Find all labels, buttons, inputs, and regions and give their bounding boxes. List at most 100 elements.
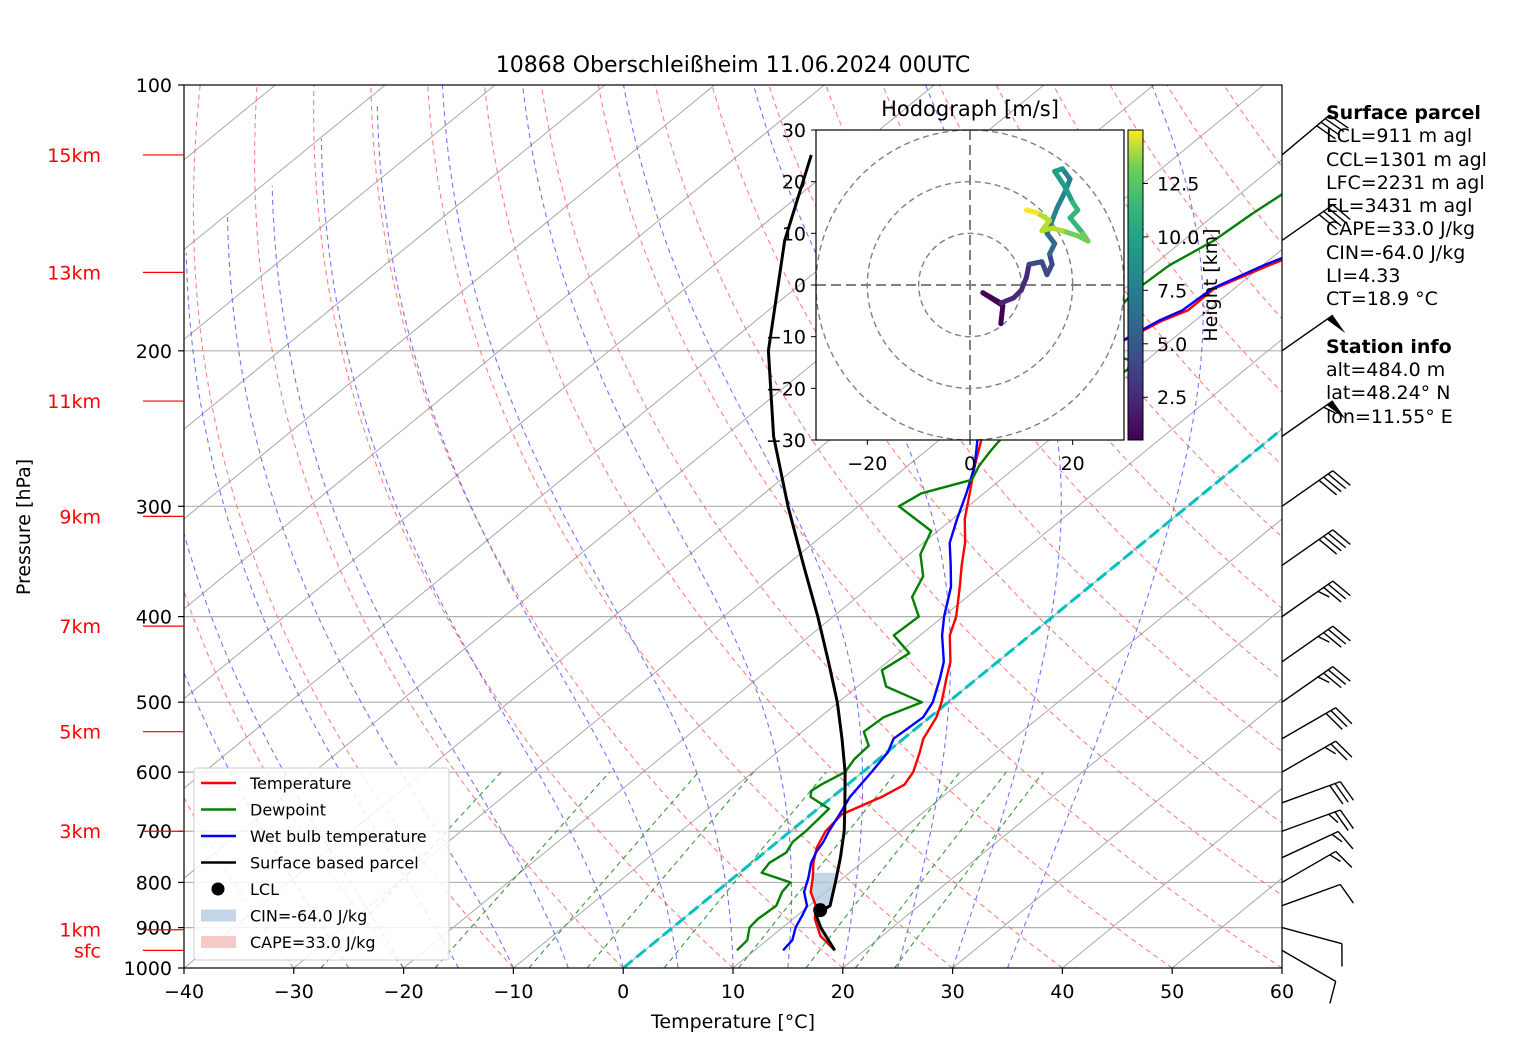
- dry-adiabat: [597, 85, 1282, 968]
- barb-staff: [1281, 114, 1330, 156]
- barb-flag: [1327, 532, 1347, 549]
- barb-flag: [1323, 535, 1342, 552]
- barb-flag: [1323, 476, 1342, 493]
- barb-staff: [1281, 850, 1337, 884]
- barb-flag: [1329, 785, 1344, 805]
- series-temperature: [809, 258, 1282, 952]
- y-tick-label: 700: [136, 821, 172, 843]
- legend-label: Wet bulb temperature: [250, 827, 427, 846]
- hodograph-segment: [1067, 215, 1086, 236]
- barb-flag: [1332, 204, 1351, 221]
- y-tick-label: 200: [136, 341, 172, 363]
- info-panel: Surface parcel LCL=911 m agl CCL=1301 m …: [1326, 102, 1487, 429]
- x-tick-label: 60: [1270, 981, 1294, 1003]
- barb-flag: [1330, 743, 1348, 761]
- x-tick-label: 50: [1160, 981, 1184, 1003]
- wind-barb: [1281, 314, 1346, 352]
- barb-flag: [1339, 809, 1354, 830]
- barb-flag: [1327, 628, 1347, 645]
- y-tick-label: 300: [136, 496, 172, 518]
- isotherm: [842, 608, 1282, 968]
- x-tick-label: 10: [721, 981, 745, 1003]
- barb-flag: [1327, 583, 1347, 600]
- hodograph-segment: [1062, 184, 1076, 205]
- dry-adiabat: [540, 85, 1173, 968]
- li-value: LI=4.33: [1326, 265, 1401, 288]
- barb-flag: [1318, 538, 1338, 555]
- dry-adiabat: [1166, 85, 1282, 245]
- ct-value: CT=18.9 °C: [1326, 288, 1438, 311]
- legend-patch: [201, 909, 236, 922]
- barb-flag: [1339, 781, 1354, 801]
- moist-adiabat: [320, 138, 624, 968]
- height-label: 9km: [59, 506, 101, 528]
- barb-pennant: [1326, 315, 1346, 334]
- ccl-value: CCL=1301 m agl: [1326, 148, 1487, 171]
- isotherm: [184, 85, 496, 340]
- wind-barb: [1281, 809, 1354, 832]
- lcl-value: LCL=911 m agl: [1326, 125, 1473, 148]
- barb-flag: [1332, 625, 1351, 642]
- hodograph-segment: [1052, 168, 1068, 190]
- isotherm: [184, 85, 935, 700]
- barb-staff: [1281, 400, 1334, 437]
- wind-barb: [1281, 400, 1346, 437]
- freezing-isotherm: [622, 427, 1282, 968]
- y-tick-label: 500: [136, 692, 172, 714]
- barb-flag: [1337, 831, 1354, 850]
- legend-label: CIN=-64.0 J/kg: [250, 907, 367, 926]
- colorbar-tick-label: 5.0: [1157, 334, 1187, 356]
- wind-barb: [1281, 529, 1351, 566]
- x-tick-label: −40: [164, 981, 204, 1003]
- mixing-ratio-line: [805, 771, 961, 968]
- dry-adiabat: [483, 85, 1063, 968]
- cape-value: CAPE=33.0 J/kg: [1326, 218, 1476, 241]
- barb-flag: [1323, 586, 1342, 603]
- wind-barb: [1281, 850, 1353, 884]
- moist-adiabat: [622, 85, 864, 968]
- x-tick-label: −30: [274, 981, 314, 1003]
- moist-adiabat: [271, 185, 569, 968]
- surface-parcel-header: Surface parcel: [1326, 102, 1481, 124]
- legend-label: Surface based parcel: [250, 854, 419, 873]
- cin-value: CIN=-64.0 J/kg: [1326, 241, 1466, 264]
- legend-patch: [201, 936, 236, 948]
- legend-label: Dewpoint: [250, 801, 326, 820]
- wind-barb: [1281, 114, 1349, 156]
- isotherm: [293, 159, 1282, 968]
- y-tick-label: 600: [136, 762, 172, 784]
- barb-staff: [1281, 204, 1334, 242]
- colorbar-tick-label: 2.5: [1157, 387, 1187, 409]
- wind-barb: [1281, 625, 1351, 663]
- barb-staff: [1281, 809, 1341, 832]
- barb-staff: [1281, 529, 1334, 566]
- x-tick-label: 40: [1050, 981, 1074, 1003]
- x-tick-label: 20: [831, 981, 855, 1003]
- mixing-ratio-line: [894, 771, 1044, 968]
- wind-barb: [1281, 470, 1351, 507]
- lcl-marker: [813, 903, 828, 918]
- lfc-value: LFC=2231 m agl: [1326, 171, 1485, 194]
- barb-flag: [1318, 479, 1338, 496]
- y-tick-label: 900: [136, 918, 172, 940]
- barb-flag: [1329, 981, 1337, 1004]
- legend-label: CAPE=33.0 J/kg: [250, 933, 376, 952]
- y-tick-label: 400: [136, 607, 172, 629]
- x-tick-label: −20: [384, 981, 424, 1003]
- axes: −40 −30 −20 −10 0 10 20 30 40 50 60100200300400500…: [124, 75, 1294, 1003]
- barb-staff: [1281, 625, 1334, 663]
- barb-flag: [1327, 207, 1347, 224]
- barb-flag: [1332, 529, 1351, 545]
- station-info-header: Station info: [1326, 335, 1452, 358]
- colorbar-tick-label: 10.0: [1157, 227, 1199, 249]
- barb-flag: [1317, 676, 1330, 684]
- station-altitude: alt=484.0 m: [1326, 358, 1446, 381]
- barb-staff: [1281, 470, 1334, 507]
- height-label: 13km: [47, 262, 101, 284]
- colorbar-tick-label: 12.5: [1157, 173, 1199, 195]
- dry-adiabat: [427, 85, 953, 968]
- height-label: 5km: [59, 722, 101, 744]
- moist-adiabat: [226, 213, 514, 968]
- height-label: sfc: [74, 940, 101, 962]
- wind-barb: [1281, 666, 1351, 703]
